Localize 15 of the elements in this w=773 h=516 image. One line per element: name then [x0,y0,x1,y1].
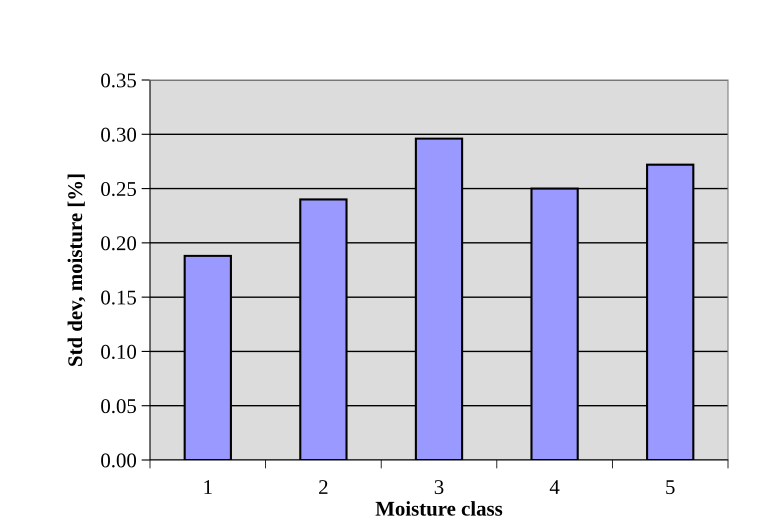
y-tick-label: 0.30 [101,128,136,142]
y-tick-label: 0.20 [101,236,136,250]
y-tick-label: 0.10 [101,344,136,359]
y-tick-label: 0.00 [101,453,136,468]
y-tick-label: 0.35 [101,73,136,88]
x-tick-label: 4 [550,480,560,494]
x-tick-label: 5 [666,480,675,494]
x-tick-label: 1 [204,480,212,494]
x-axis-title: Moisture class [376,501,502,516]
x-tick-label: 2 [319,480,328,494]
y-tick-label: 0.15 [101,290,136,305]
y-tick-label: 0.25 [101,182,136,196]
y-tick-label: 0.05 [101,399,136,414]
y-axis-title: Std dev, moisture [%] [68,174,86,366]
x-tick-label: 3 [434,480,444,494]
